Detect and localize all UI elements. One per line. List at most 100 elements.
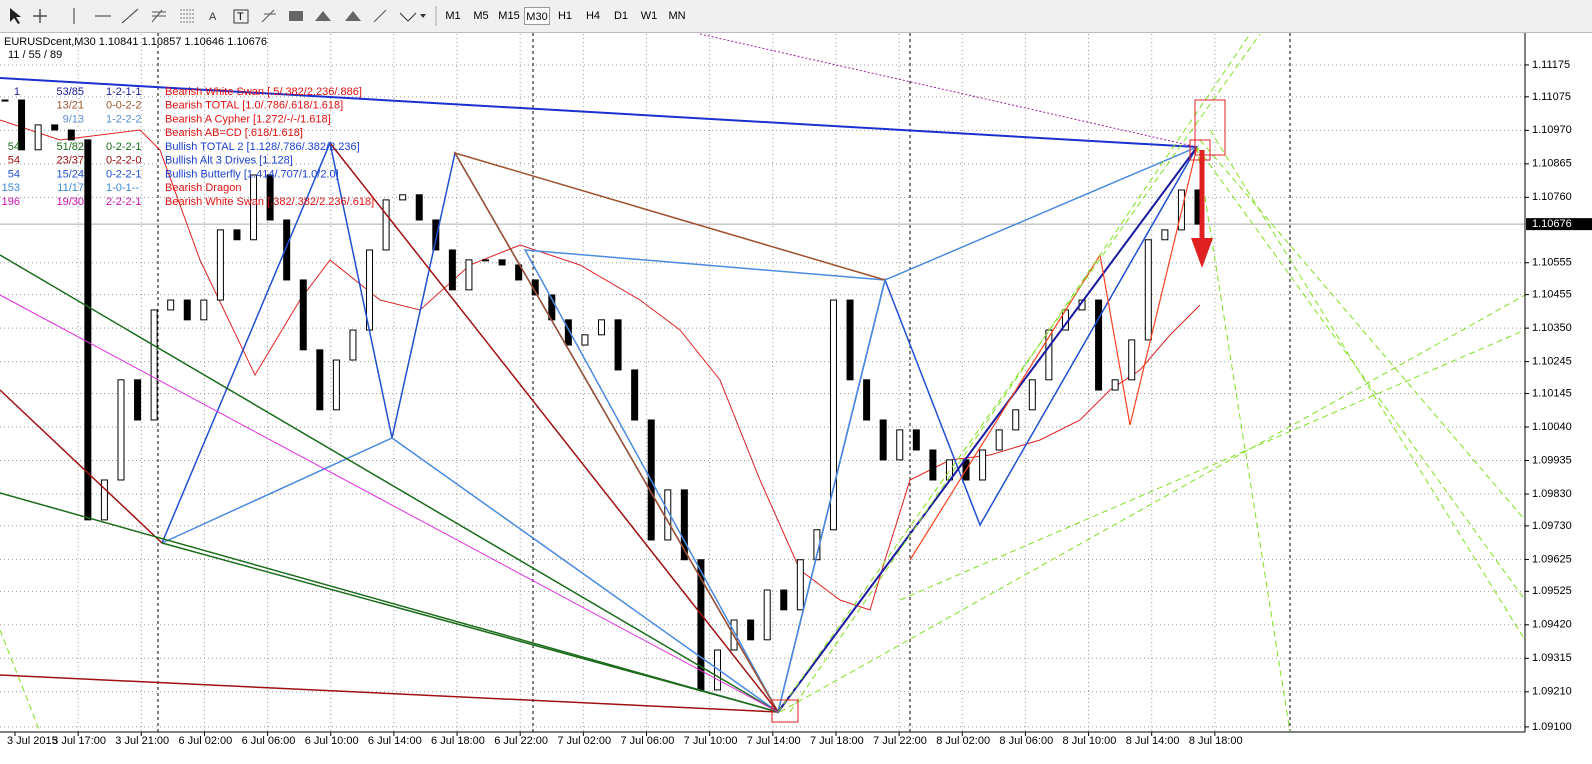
price-tick-label: 1.09315 <box>1532 652 1572 664</box>
candle <box>879 419 887 461</box>
pattern-code: 1-2-2-2 <box>106 113 141 125</box>
timeframe-button[interactable]: H1 <box>557 10 573 22</box>
candle <box>448 249 456 291</box>
candle <box>863 379 871 421</box>
candle <box>117 379 125 481</box>
moving-average <box>0 119 1201 611</box>
svg-text:T: T <box>237 11 244 23</box>
pattern-name: Bearish AB=CD [.618/1.618] <box>165 127 303 139</box>
pattern-ratio: 23/37 <box>56 155 84 167</box>
timeframe-button[interactable]: H4 <box>585 10 601 22</box>
time-label: 8 Jul 14:00 <box>1126 735 1180 747</box>
candle <box>780 589 788 611</box>
time-label: 8 Jul 10:00 <box>1063 735 1117 747</box>
time-label: 6 Jul 18:00 <box>431 735 485 747</box>
candle <box>1128 339 1136 381</box>
toolbar-icons: A T <box>10 6 437 26</box>
candle <box>67 129 75 141</box>
candle <box>1012 409 1020 431</box>
candle <box>747 619 755 641</box>
time-label: 8 Jul 18:00 <box>1189 735 1243 747</box>
candle <box>167 299 175 311</box>
time-label: 7 Jul 06:00 <box>621 735 675 747</box>
pattern-code: 1-2-1-1 <box>106 86 141 98</box>
timeframe-button[interactable]: M30 <box>524 7 550 25</box>
candle <box>266 174 274 221</box>
time-label: 3 Jul 2015 <box>7 735 58 747</box>
candle <box>482 259 490 262</box>
price-tick-label: 1.10555 <box>1532 257 1572 269</box>
candle <box>929 449 937 481</box>
plot-area <box>0 33 1525 732</box>
pattern-drawings <box>0 33 1526 733</box>
pattern-code: 0-2-2-0 <box>106 155 141 167</box>
time-label: 6 Jul 22:00 <box>494 735 548 747</box>
price-tick-label: 1.10245 <box>1532 356 1572 368</box>
chart: EURUSDcent,M30 1.10841 1.10857 1.10646 1… <box>0 33 1592 747</box>
svg-text:A: A <box>209 11 217 23</box>
price-tick-label: 1.10040 <box>1532 421 1572 433</box>
candle <box>581 334 589 346</box>
price-tick-label: 1.10970 <box>1532 124 1572 136</box>
day-separators <box>157 33 1291 732</box>
time-label: 3 Jul 17:00 <box>52 735 106 747</box>
pattern-count: 54 <box>8 168 20 180</box>
candle <box>250 174 258 241</box>
time-label: 7 Jul 10:00 <box>684 735 738 747</box>
timeframe-button[interactable]: M15 <box>498 10 520 22</box>
pattern-count: 54 <box>8 141 20 153</box>
pattern-count: 196 <box>2 196 20 208</box>
candle <box>34 124 42 151</box>
time-label: 7 Jul 02:00 <box>557 735 611 747</box>
pattern-code: 0-2-2-1 <box>106 168 141 180</box>
candle <box>846 299 854 381</box>
candle <box>498 259 506 266</box>
timeframe-button[interactable]: M5 <box>473 10 489 22</box>
price-tick-label: 1.09935 <box>1532 454 1572 466</box>
pattern-name: Bearish White Swan [.382/.382/2.236/.618… <box>165 196 374 208</box>
pattern-name: Bullish TOTAL 2 [1.128/.786/.382/2.236] <box>165 141 360 153</box>
candle <box>614 319 622 371</box>
candle <box>51 124 59 131</box>
pattern-name: Bullish Butterfly [1.414/.707/1.0/2.0] <box>165 168 339 180</box>
candle <box>995 429 1003 451</box>
price-tick-label: 1.10760 <box>1532 191 1572 203</box>
pattern-code: 0-0-2-2 <box>106 100 141 112</box>
pattern-count: 153 <box>2 182 20 194</box>
pattern-ratio: 9/13 <box>63 113 84 125</box>
current-price-box <box>1526 218 1592 231</box>
pattern-ratio: 11/17 <box>57 182 84 194</box>
candle <box>299 279 307 351</box>
candle <box>382 199 390 251</box>
candle <box>1028 379 1036 411</box>
price-tick-label: 1.09420 <box>1532 619 1572 631</box>
pattern-ratio: 19/30 <box>56 196 84 208</box>
candle <box>100 479 108 521</box>
timeframe-button[interactable]: D1 <box>613 10 629 22</box>
time-label: 8 Jul 06:00 <box>999 735 1053 747</box>
candle <box>912 429 920 451</box>
candle <box>183 299 191 321</box>
candle <box>631 369 639 421</box>
timeframe-button[interactable]: MN <box>668 10 686 22</box>
price-tick-label: 1.09210 <box>1532 686 1572 698</box>
price-tick-label: 1.10350 <box>1532 322 1572 334</box>
timeframe-button[interactable]: M1 <box>445 10 461 22</box>
candle <box>465 259 473 291</box>
candle <box>283 219 291 281</box>
price-tick-label: 1.10145 <box>1532 387 1572 399</box>
price-tick-label: 1.09830 <box>1532 488 1572 500</box>
pattern-name: Bearish White Swan [.5/.382/2.236/.886] <box>165 86 362 98</box>
toolbar: A T M1 M5 M15 M30 H1 H4 D1 W1 MN <box>0 0 1592 33</box>
time-label: 8 Jul 02:00 <box>936 735 990 747</box>
candle <box>18 99 26 151</box>
timeframe-button[interactable]: W1 <box>640 10 658 22</box>
candle <box>200 299 208 321</box>
candle <box>233 229 241 241</box>
candle <box>796 559 804 611</box>
current-price-label: 1.10676 <box>1532 218 1572 230</box>
candle <box>349 329 357 361</box>
candle <box>1111 379 1119 391</box>
symbol-header: EURUSDcent,M30 1.10841 1.10857 1.10646 1… <box>4 36 267 48</box>
